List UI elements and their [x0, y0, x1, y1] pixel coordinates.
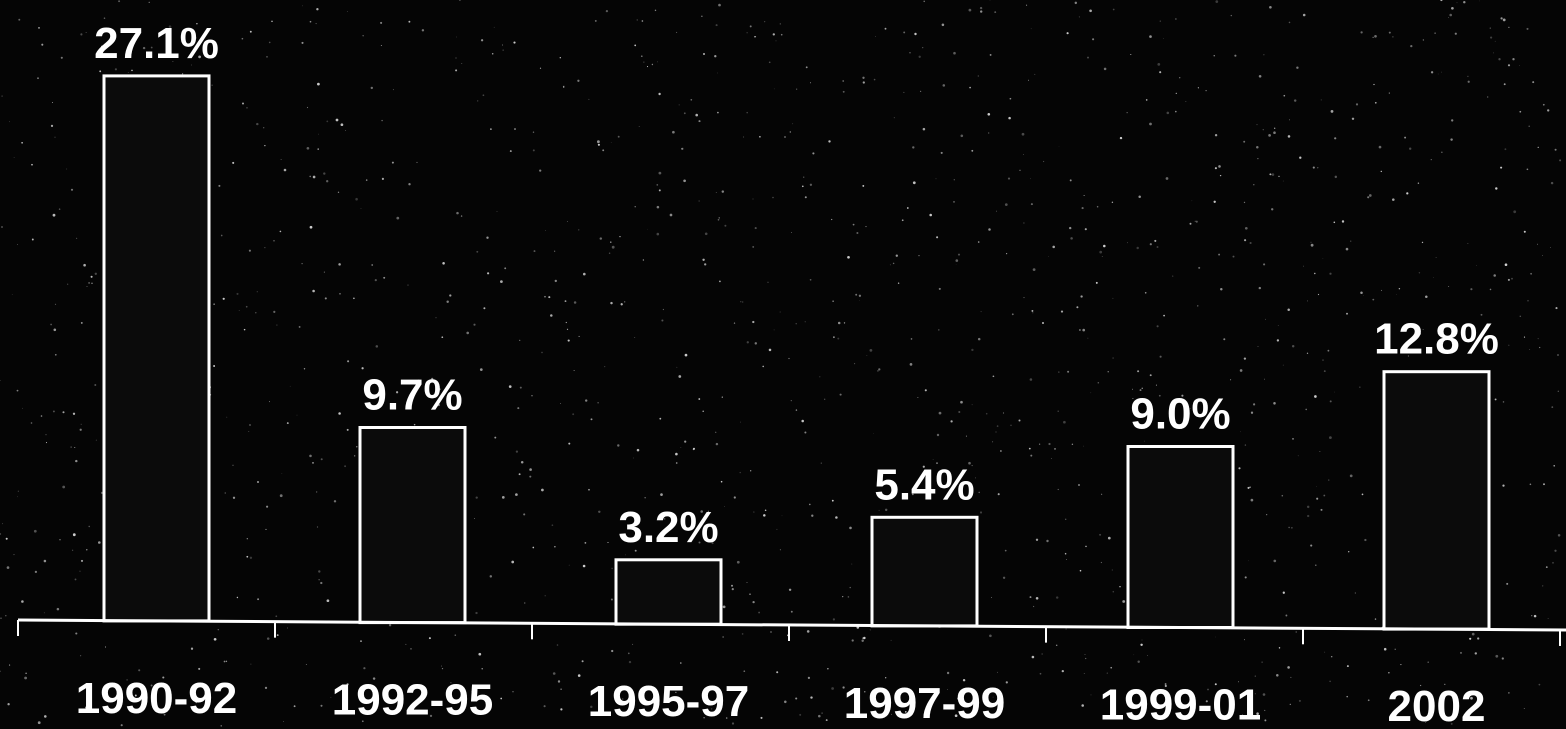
data-label: 9.0% — [1130, 390, 1230, 439]
data-label: 27.1% — [94, 19, 219, 68]
bar-1992-95 — [358, 426, 467, 625]
bar-1997-99 — [870, 515, 979, 628]
x-tick-label: 2002 — [1388, 682, 1486, 729]
data-label: 3.2% — [618, 503, 718, 552]
bars-group — [102, 74, 1491, 631]
x-tick-label: 1990-92 — [76, 674, 237, 723]
x-tick-label: 1999-01 — [1100, 681, 1261, 729]
x-tick-label: 1997-99 — [844, 679, 1005, 728]
x-tick-label: 1995-97 — [588, 677, 749, 726]
labels-group: 27.1% 1990-92 9.7% 1992-95 3.2% 1995-97 5.4% 19… — [76, 19, 1499, 729]
data-label: 12.8% — [1374, 315, 1499, 364]
bar-1990-92 — [102, 74, 211, 623]
bar-1999-01 — [1126, 445, 1235, 629]
bar-1995-97 — [614, 558, 723, 626]
x-axis — [17, 618, 1566, 646]
x-axis-line — [17, 618, 1566, 632]
bar-2002 — [1382, 370, 1491, 631]
data-label: 9.7% — [362, 371, 462, 420]
data-label: 5.4% — [874, 460, 974, 509]
x-tick-label: 1992-95 — [332, 676, 493, 725]
